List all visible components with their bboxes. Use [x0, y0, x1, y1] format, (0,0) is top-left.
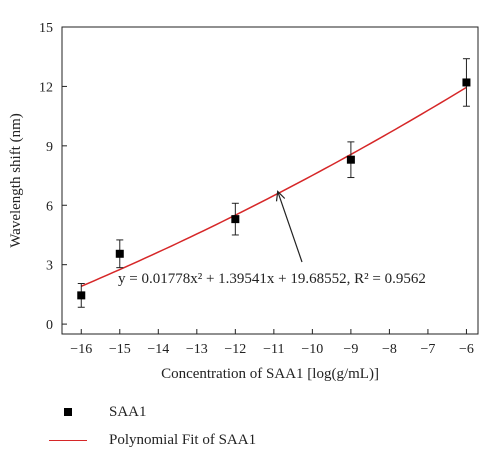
y-tick-label: 15	[39, 21, 53, 36]
x-axis: −16 −15 −14 −13 −12 −11 −10 −9 −8 −7 −6	[70, 329, 474, 357]
x-tick-label: −16	[70, 342, 92, 357]
red-line-icon	[40, 439, 95, 441]
x-tick-label: −10	[301, 342, 323, 357]
x-tick-label: −11	[263, 342, 284, 357]
x-axis-title: Concentration of SAA1 [log(g/mL)]	[161, 366, 379, 382]
legend-item-saa1: SAA1	[40, 398, 340, 426]
x-tick-label: −15	[109, 342, 131, 357]
x-tick-label: −7	[420, 342, 435, 357]
x-tick-label: −6	[459, 342, 474, 357]
data-point	[115, 249, 124, 258]
data-point	[77, 291, 86, 300]
x-tick-label: −13	[186, 342, 208, 357]
square-marker-icon	[40, 408, 95, 416]
legend-label-fit: Polynomial Fit of SAA1	[109, 431, 257, 448]
data-point	[231, 215, 240, 224]
x-tick-label: −8	[382, 342, 397, 357]
annotation-layer: y = 0.01778x² + 1.39541x + 19.68552, R² …	[118, 190, 426, 287]
fit-curve-layer	[80, 86, 467, 287]
legend: SAA1 Polynomial Fit of SAA1	[40, 398, 340, 454]
data-point	[346, 155, 355, 164]
data-point	[462, 78, 471, 87]
x-tick-label: −12	[224, 342, 246, 357]
y-tick-label: 0	[46, 318, 53, 333]
x-tick-label: −14	[147, 342, 169, 357]
annotation-arrow-shaft	[277, 191, 303, 263]
legend-label-saa1: SAA1	[109, 403, 147, 420]
x-tick-label: −9	[343, 342, 358, 357]
y-axis-title: Wavelength shift (nm)	[8, 113, 24, 248]
data-points-layer	[77, 58, 471, 308]
y-tick-label: 6	[46, 199, 53, 214]
chart: −16 −15 −14 −13 −12 −11 −10 −9 −8 −7 −6 0 3 6 9 12 15 y…	[8, 21, 479, 382]
legend-item-fit: Polynomial Fit of SAA1	[40, 426, 340, 454]
plot-frame	[61, 26, 479, 335]
plot-border	[61, 26, 479, 335]
y-tick-label: 9	[46, 140, 53, 155]
y-tick-label: 3	[46, 259, 53, 274]
annotation-arrowhead	[275, 190, 286, 202]
y-axis: 0 3 6 9 12 15	[39, 21, 67, 333]
y-tick-label: 12	[39, 80, 53, 95]
fit-curve	[80, 86, 467, 287]
fit-equation-label: y = 0.01778x² + 1.39541x + 19.68552, R² …	[118, 271, 426, 287]
